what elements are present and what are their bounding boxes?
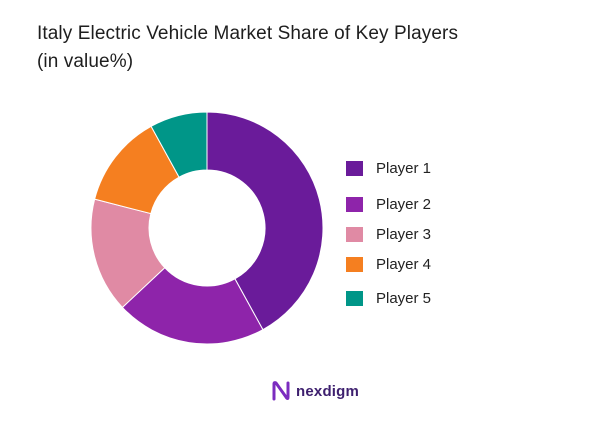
legend-item-5: Player 5	[346, 288, 431, 308]
chart-subtitle: (in value%)	[37, 51, 134, 72]
donut-slice-2	[121, 266, 264, 345]
donut-slice-5	[150, 111, 208, 178]
legend-item-4: Player 4	[346, 254, 431, 274]
chart-title: Italy Electric Vehicle Market Share of K…	[37, 20, 557, 76]
legend-label: Player 2	[376, 195, 432, 213]
donut-slice-1	[206, 111, 324, 331]
legend-item-2: Player 2	[346, 194, 431, 214]
legend-item-3: Player 3	[346, 224, 431, 244]
legend-swatch	[346, 226, 363, 242]
legend-swatch	[346, 256, 363, 272]
legend-label: Player 3	[376, 225, 432, 243]
brand-name: nexdigm	[296, 382, 360, 400]
legend-item-1: Player 1	[346, 158, 431, 178]
donut-slices	[90, 111, 324, 345]
chart-title-line: Italy Electric Vehicle Market Share of K…	[37, 23, 459, 44]
legend-swatch	[346, 196, 363, 212]
legend-swatch	[346, 160, 363, 176]
legend-label: Player 4	[376, 255, 432, 273]
legend-swatch	[346, 290, 363, 306]
legend-label: Player 1	[376, 159, 432, 177]
brand-logo: nexdigm	[270, 379, 359, 403]
nexdigm-logo-icon	[272, 381, 290, 401]
legend-label: Player 5	[376, 289, 432, 307]
